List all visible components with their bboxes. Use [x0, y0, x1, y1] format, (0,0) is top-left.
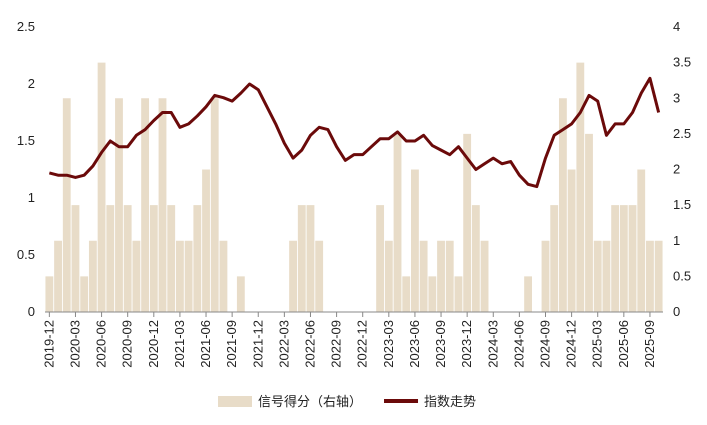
bar	[454, 276, 463, 312]
bar	[437, 240, 445, 312]
bar	[167, 205, 176, 312]
bar	[471, 205, 480, 312]
y-tick-label: 0	[28, 304, 35, 319]
bar	[106, 205, 115, 312]
x-tick-label: 2020-09	[120, 320, 135, 368]
bar	[524, 276, 533, 312]
bar	[611, 205, 620, 312]
bar	[62, 98, 71, 312]
bar	[619, 205, 628, 312]
x-tick-label: 2020-03	[67, 320, 82, 368]
y2-tick-label: 3.5	[673, 55, 691, 70]
bar	[428, 276, 437, 312]
x-tick-label: 2020-06	[94, 320, 109, 368]
bar	[236, 276, 245, 312]
legend-label: 指数走势	[424, 394, 476, 409]
bar	[202, 169, 210, 312]
bar	[175, 240, 184, 312]
bar	[88, 240, 97, 312]
y-tick-label: 1.5	[17, 133, 35, 148]
bar	[132, 240, 141, 312]
bar	[654, 240, 663, 312]
bar	[602, 240, 611, 312]
y2-tick-label: 3	[673, 90, 680, 105]
bar	[193, 205, 202, 312]
bar	[411, 169, 419, 312]
x-tick-label: 2021-09	[224, 320, 239, 368]
y2-tick-label: 2	[673, 162, 680, 177]
y2-tick-label: 0	[673, 304, 680, 319]
y-tick-label: 2.5	[17, 19, 35, 34]
y-tick-label: 1	[28, 190, 35, 205]
bar	[445, 240, 454, 312]
y2-tick-label: 4	[673, 19, 680, 34]
y2-tick-label: 1.5	[673, 197, 691, 212]
bar	[463, 133, 472, 312]
bar	[123, 205, 132, 312]
bar	[54, 240, 62, 312]
bar	[402, 276, 411, 312]
x-tick-label: 2022-12	[355, 320, 370, 368]
index-line	[48, 76, 661, 189]
bar	[593, 240, 602, 312]
bar	[628, 205, 637, 312]
bar	[550, 205, 559, 312]
bar	[297, 205, 306, 312]
x-tick-label: 2023-06	[407, 320, 422, 368]
x-tick-label: 2022-09	[329, 320, 344, 368]
x-tick-label: 2020-12	[146, 320, 161, 368]
bar	[315, 240, 324, 312]
bar	[384, 240, 393, 312]
x-tick-label: 2021-06	[198, 320, 213, 368]
x-tick-label: 2021-03	[172, 320, 187, 368]
x-tick-label: 2021-12	[250, 320, 265, 368]
x-tick-label: 2024-06	[511, 320, 526, 368]
x-tick-label: 2023-09	[433, 320, 448, 368]
bar	[158, 98, 167, 312]
x-tick-label: 2025-06	[616, 320, 631, 368]
y2-tick-label: 1	[673, 233, 680, 248]
bar	[576, 62, 585, 312]
bar	[419, 240, 428, 312]
y-tick-label: 2	[28, 76, 35, 91]
y2-tick-label: 0.5	[673, 268, 691, 283]
bar	[219, 240, 228, 312]
bar	[393, 133, 402, 312]
bar	[210, 98, 219, 312]
bar	[376, 205, 385, 312]
bar	[541, 240, 550, 312]
bar	[306, 205, 315, 312]
x-tick-label: 2025-03	[590, 320, 605, 368]
x-tick-label: 2022-06	[302, 320, 317, 368]
legend-label: 信号得分（右轴）	[258, 394, 362, 409]
bar	[585, 133, 593, 312]
bar	[141, 98, 150, 312]
bar	[289, 240, 297, 312]
x-tick-label: 2024-09	[537, 320, 552, 368]
bar	[80, 276, 89, 312]
x-tick-label: 2022-03	[276, 320, 291, 368]
bar	[637, 169, 646, 312]
bar	[184, 240, 193, 312]
bar	[115, 98, 123, 312]
x-tick-label: 2023-12	[459, 320, 474, 368]
y-tick-label: 0.5	[17, 247, 35, 262]
bar	[97, 62, 106, 312]
bar	[480, 240, 489, 312]
y2-tick-label: 2.5	[673, 126, 691, 141]
bar	[646, 240, 654, 312]
legend-swatch	[218, 396, 252, 407]
bar	[71, 205, 80, 312]
bar	[558, 98, 567, 312]
x-tick-label: 2024-12	[564, 320, 579, 368]
x-tick-label: 2025-09	[642, 320, 657, 368]
bar	[45, 276, 54, 312]
x-tick-label: 2024-03	[485, 320, 500, 368]
bar	[567, 169, 576, 312]
x-tick-label: 2019-12	[41, 320, 56, 368]
x-tick-label: 2023-03	[381, 320, 396, 368]
bar	[149, 205, 158, 312]
